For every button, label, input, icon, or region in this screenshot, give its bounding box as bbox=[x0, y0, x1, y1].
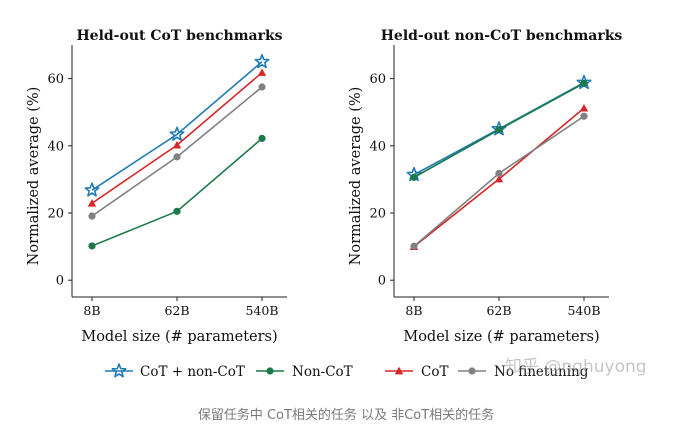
x-tick-label: 62B bbox=[164, 303, 189, 318]
data-point bbox=[580, 79, 588, 87]
data-point bbox=[258, 134, 266, 143]
legend-item: No finetuning bbox=[458, 364, 589, 380]
series-no-finetuning bbox=[410, 112, 588, 250]
series-no-finetuning bbox=[88, 83, 266, 220]
legend-label: No finetuning bbox=[494, 364, 589, 380]
legend-marker bbox=[111, 363, 127, 378]
y-tick-label: 0 bbox=[378, 274, 386, 289]
y-tick-label: 20 bbox=[369, 207, 386, 222]
y-axis-label: Normalized average (%) bbox=[26, 87, 42, 266]
chart-panel-2: Held-out non-CoT benchmarks 0 20 40 60 8B 62B 5… bbox=[348, 28, 622, 345]
legend-marker bbox=[266, 367, 274, 375]
series-non-cot bbox=[410, 79, 588, 181]
series-line bbox=[91, 61, 263, 191]
chart-title: Held-out CoT benchmarks bbox=[76, 28, 282, 44]
data-point bbox=[84, 182, 100, 197]
data-point bbox=[410, 242, 418, 250]
watermark: 知乎 @nghuyong bbox=[505, 357, 647, 377]
series-non-cot bbox=[88, 134, 266, 250]
series-cot bbox=[87, 68, 267, 207]
x-tick-label: 8B bbox=[83, 303, 100, 318]
data-point bbox=[579, 103, 589, 112]
y-tick-label: 40 bbox=[47, 139, 64, 154]
legend-label: CoT + non-CoT bbox=[140, 364, 245, 380]
x-tick-label: 62B bbox=[486, 303, 511, 318]
legend-item: Non-CoT bbox=[256, 364, 353, 380]
series-cot-non-cot bbox=[84, 53, 270, 197]
x-tick-label: 540B bbox=[567, 303, 600, 318]
figure-caption: 保留任务中 CoT相关的任务 以及 非CoT相关的任务 bbox=[197, 408, 495, 423]
data-point bbox=[495, 169, 503, 177]
y-tick-label: 60 bbox=[369, 72, 386, 87]
series-line bbox=[91, 86, 263, 217]
chart-title: Held-out non-CoT benchmarks bbox=[381, 28, 623, 44]
x-axis-label: Model size (# parameters) bbox=[403, 329, 599, 345]
series-cot bbox=[409, 103, 589, 250]
data-point bbox=[169, 126, 185, 141]
data-point bbox=[173, 153, 181, 161]
data-point bbox=[88, 212, 96, 220]
legend-item: CoT bbox=[385, 364, 448, 380]
legend-item: CoT + non-CoT bbox=[105, 363, 245, 380]
legend-label: CoT bbox=[421, 364, 448, 380]
y-tick-label: 0 bbox=[56, 274, 64, 289]
legend-marker bbox=[468, 367, 476, 375]
legend-label: Non-CoT bbox=[292, 364, 353, 380]
data-point bbox=[580, 112, 588, 120]
x-tick-label: 540B bbox=[245, 303, 278, 318]
legend: CoT + non-CoT Non-CoT CoT No finetuning bbox=[105, 363, 589, 380]
data-point bbox=[87, 199, 97, 207]
y-tick-label: 40 bbox=[369, 139, 386, 154]
data-point bbox=[173, 207, 181, 215]
data-point bbox=[172, 140, 182, 149]
data-point bbox=[494, 174, 504, 183]
data-point bbox=[258, 83, 266, 91]
chart-panel-1: Held-out CoT benchmarks 0 20 40 60 8B 62B 540B M… bbox=[26, 28, 287, 345]
data-point bbox=[88, 242, 96, 250]
x-tick-label: 8B bbox=[405, 303, 422, 318]
data-point bbox=[410, 173, 418, 181]
y-tick-label: 20 bbox=[47, 207, 64, 222]
data-point bbox=[257, 68, 267, 76]
data-point bbox=[495, 126, 503, 134]
legend-marker bbox=[394, 366, 404, 375]
data-point bbox=[254, 53, 270, 69]
y-axis-label: Normalized average (%) bbox=[348, 87, 364, 266]
x-axis-label: Model size (# parameters) bbox=[81, 329, 277, 345]
y-tick-label: 60 bbox=[47, 72, 64, 87]
